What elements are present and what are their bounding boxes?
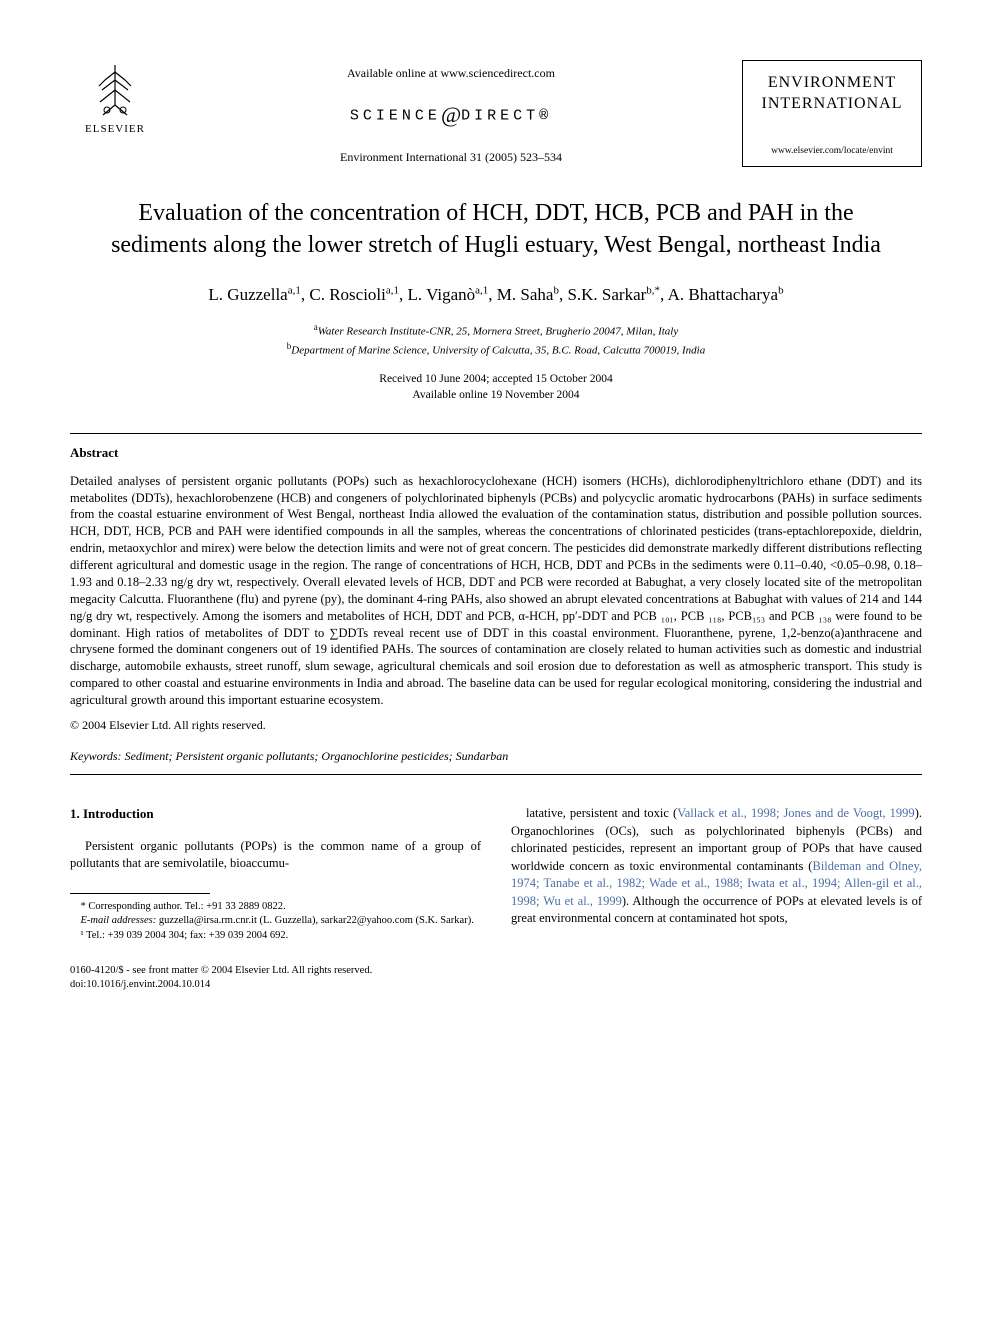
abstract-heading: Abstract bbox=[70, 444, 922, 462]
sciencedirect-logo: SCIENCE@DIRECT® bbox=[160, 100, 742, 131]
footnotes-block: * Corresponding author. Tel.: +91 33 288… bbox=[70, 900, 481, 944]
article-title: Evaluation of the concentration of HCH, … bbox=[90, 197, 902, 262]
left-column: 1. Introduction Persistent organic pollu… bbox=[70, 805, 481, 943]
affiliation-b: bDepartment of Marine Science, Universit… bbox=[70, 340, 922, 359]
email-addresses: guzzella@irsa.rm.cnr.it (L. Guzzella), s… bbox=[156, 915, 474, 926]
page-header: ELSEVIER Available online at www.science… bbox=[70, 60, 922, 167]
issn-copyright: 0160-4120/$ - see front matter © 2004 El… bbox=[70, 964, 922, 979]
elsevier-tree-icon bbox=[85, 60, 145, 120]
abstract-copyright: © 2004 Elsevier Ltd. All rights reserved… bbox=[70, 717, 922, 734]
keywords-text: Sediment; Persistent organic pollutants;… bbox=[125, 749, 509, 763]
available-online-date: Available online 19 November 2004 bbox=[70, 387, 922, 403]
citation-link[interactable]: Vallack et al., 1998; Jones and de Voogt… bbox=[677, 806, 915, 820]
corresponding-author-footnote: * Corresponding author. Tel.: +91 33 288… bbox=[70, 900, 481, 915]
affiliation-a-text: Water Research Institute-CNR, 25, Morner… bbox=[318, 326, 679, 338]
author-list: L. Guzzellaa,1, C. Rosciolia,1, L. Vigan… bbox=[70, 282, 922, 308]
divider bbox=[70, 774, 922, 775]
scidirect-at-icon: @ bbox=[441, 102, 461, 127]
email-footnote: E-mail addresses: guzzella@irsa.rm.cnr.i… bbox=[70, 914, 481, 929]
publisher-logo-block: ELSEVIER bbox=[70, 60, 160, 137]
keywords-label: Keywords: bbox=[70, 749, 122, 763]
body-two-column: 1. Introduction Persistent organic pollu… bbox=[70, 805, 922, 943]
tel-footnote: ¹ Tel.: +39 039 2004 304; fax: +39 039 2… bbox=[70, 929, 481, 944]
abstract-body: Detailed analyses of persistent organic … bbox=[70, 473, 922, 709]
journal-name: ENVIRONMENT INTERNATIONAL bbox=[751, 73, 913, 115]
affiliations: aWater Research Institute-CNR, 25, Morne… bbox=[70, 321, 922, 359]
journal-cover-box: ENVIRONMENT INTERNATIONAL www.elsevier.c… bbox=[742, 60, 922, 167]
front-matter-line: 0160-4120/$ - see front matter © 2004 El… bbox=[70, 964, 922, 993]
received-accepted-date: Received 10 June 2004; accepted 15 Octob… bbox=[70, 371, 922, 387]
article-dates: Received 10 June 2004; accepted 15 Octob… bbox=[70, 371, 922, 403]
journal-url: www.elsevier.com/locate/envint bbox=[751, 145, 913, 158]
citation-link[interactable]: Bildeman and Olney, 1974; Tanabe et al.,… bbox=[511, 859, 922, 908]
scidirect-right: DIRECT® bbox=[461, 107, 552, 124]
doi-line: doi:10.1016/j.envint.2004.10.014 bbox=[70, 978, 922, 993]
affiliation-b-text: Department of Marine Science, University… bbox=[291, 345, 705, 357]
journal-reference: Environment International 31 (2005) 523–… bbox=[160, 149, 742, 166]
scidirect-left: SCIENCE bbox=[350, 107, 441, 124]
header-center: Available online at www.sciencedirect.co… bbox=[160, 60, 742, 165]
intro-right-paragraph: latative, persistent and toxic (Vallack … bbox=[511, 805, 922, 928]
email-label: E-mail addresses: bbox=[81, 915, 157, 926]
right-column: latative, persistent and toxic (Vallack … bbox=[511, 805, 922, 943]
available-online-text: Available online at www.sciencedirect.co… bbox=[160, 65, 742, 82]
keywords-line: Keywords: Sediment; Persistent organic p… bbox=[70, 748, 922, 765]
publisher-label: ELSEVIER bbox=[85, 122, 145, 137]
divider bbox=[70, 433, 922, 434]
affiliation-a: aWater Research Institute-CNR, 25, Morne… bbox=[70, 321, 922, 340]
footnote-divider bbox=[70, 893, 210, 894]
intro-left-paragraph: Persistent organic pollutants (POPs) is … bbox=[70, 838, 481, 873]
intro-heading: 1. Introduction bbox=[70, 805, 481, 823]
